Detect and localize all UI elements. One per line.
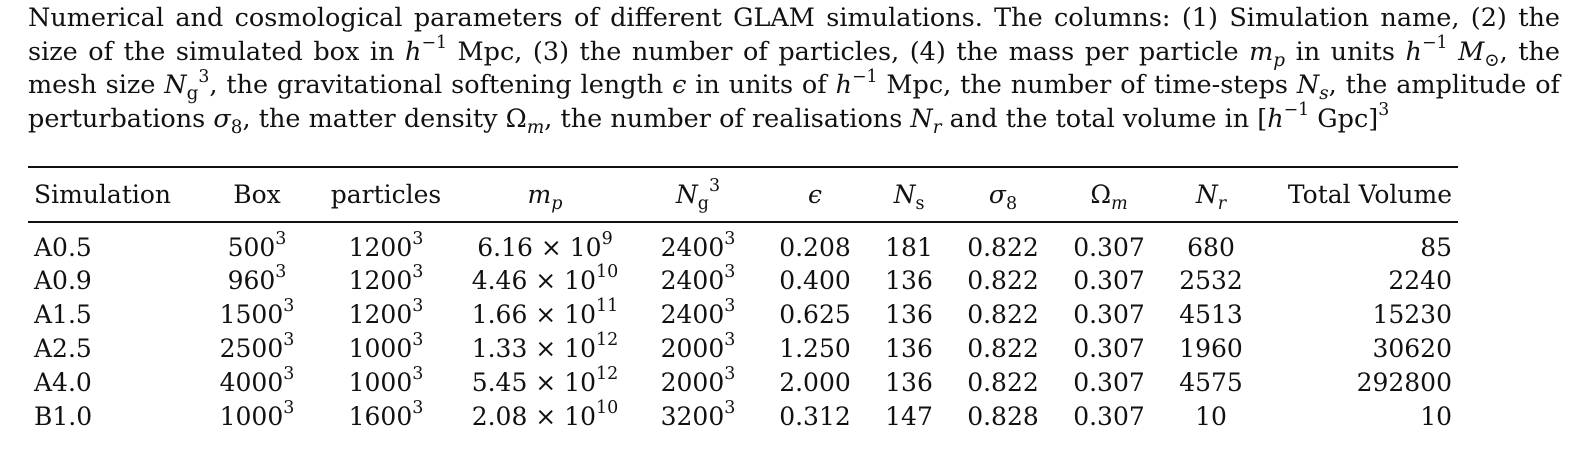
- cell-ns: 181: [885, 232, 933, 262]
- cell-total-volume: 30620: [1372, 333, 1452, 363]
- cell-epsilon: 1.250: [779, 333, 851, 363]
- header-ng: Ng3: [675, 176, 721, 214]
- header-omega-m: Ωm: [1090, 180, 1128, 214]
- cell-ng: 24003: [660, 228, 736, 262]
- table-top-rule: [28, 166, 1458, 168]
- table-row: A2.5 25003 10003 1.33 × 1012 20003 1.250 136 0.…: [28, 331, 1458, 365]
- cell-epsilon: 0.208: [779, 232, 851, 262]
- cell-ng: 24003: [660, 295, 736, 329]
- header-particles: particles: [330, 180, 442, 209]
- cell-simulation: A2.5: [34, 333, 92, 363]
- cell-mp: 1.33 × 1012: [471, 329, 619, 363]
- cell-ng: 20003: [660, 363, 736, 397]
- cell-particles: 12003: [348, 261, 424, 295]
- cell-ng: 24003: [660, 261, 736, 295]
- cell-mp: 6.16 × 109: [477, 228, 613, 262]
- cell-total-volume: 10: [1420, 401, 1452, 431]
- cell-particles: 10003: [348, 363, 424, 397]
- cell-omega-m: 0.307: [1073, 299, 1145, 329]
- cell-particles: 10003: [348, 329, 424, 363]
- cell-ng: 20003: [660, 329, 736, 363]
- cell-sigma8: 0.822: [967, 299, 1039, 329]
- cell-total-volume: 15230: [1372, 299, 1452, 329]
- cell-nr: 10: [1195, 401, 1227, 431]
- cell-mp: 4.46 × 1010: [471, 261, 619, 295]
- cell-epsilon: 0.400: [779, 265, 851, 295]
- cell-total-volume: 85: [1420, 232, 1452, 262]
- header-ns: Ns: [893, 180, 925, 214]
- table-caption: Numerical and cosmological parameters of…: [28, 3, 1560, 138]
- cell-box: 25003: [219, 329, 295, 363]
- cell-ns: 136: [885, 333, 933, 363]
- table-row: B1.0 10003 16003 2.08 × 1010 32003 0.312 147 0.…: [28, 399, 1458, 433]
- header-mp: mp: [527, 180, 563, 214]
- cell-omega-m: 0.307: [1073, 367, 1145, 397]
- cell-simulation: A1.5: [34, 299, 92, 329]
- cell-ns: 136: [885, 265, 933, 295]
- header-total-volume: Total Volume: [1287, 180, 1452, 209]
- cell-nr: 2532: [1179, 265, 1243, 295]
- header-box: Box: [233, 180, 281, 209]
- cell-sigma8: 0.822: [967, 367, 1039, 397]
- cell-box: 40003: [219, 363, 295, 397]
- cell-box: 5003: [227, 228, 287, 262]
- cell-omega-m: 0.307: [1073, 401, 1145, 431]
- cell-total-volume: 2240: [1388, 265, 1452, 295]
- cell-epsilon: 0.625: [779, 299, 851, 329]
- cell-ns: 136: [885, 367, 933, 397]
- cell-box: 10003: [219, 397, 295, 431]
- cell-particles: 16003: [348, 397, 424, 431]
- cell-epsilon: 2.000: [779, 367, 851, 397]
- cell-nr: 4575: [1179, 367, 1243, 397]
- table-header-row: Simulation Box particles mp Ng3 ϵ Ns σ8 …: [28, 168, 1458, 221]
- table-row: A0.9 9603 12003 4.46 × 1010 24003 0.400 136 0.8…: [28, 263, 1458, 297]
- cell-box: 9603: [227, 261, 287, 295]
- cell-epsilon: 0.312: [779, 401, 851, 431]
- cell-omega-m: 0.307: [1073, 232, 1145, 262]
- cell-nr: 4513: [1179, 299, 1243, 329]
- cell-mp: 5.45 × 1012: [471, 363, 619, 397]
- cell-nr: 1960: [1179, 333, 1243, 363]
- cell-simulation: A4.0: [34, 367, 92, 397]
- cell-box: 15003: [219, 295, 295, 329]
- table-row: A1.5 15003 12003 1.66 × 1011 24003 0.625 136 0.…: [28, 297, 1458, 331]
- cell-simulation: B1.0: [34, 401, 93, 431]
- header-sigma8: σ8: [988, 180, 1018, 214]
- cell-sigma8: 0.828: [967, 401, 1039, 431]
- cell-sigma8: 0.822: [967, 265, 1039, 295]
- cell-particles: 12003: [348, 228, 424, 262]
- cell-nr: 680: [1187, 232, 1235, 262]
- cell-ns: 136: [885, 299, 933, 329]
- cell-simulation: A0.9: [34, 265, 92, 295]
- table-row: A0.5 5003 12003 6.16 × 109 24003 0.208 181 0.82…: [28, 221, 1458, 263]
- cell-sigma8: 0.822: [967, 333, 1039, 363]
- header-nr: Nr: [1195, 180, 1227, 214]
- cell-ns: 147: [885, 401, 933, 431]
- table-row: A4.0 40003 10003 5.45 × 1012 20003 2.000 136 0.…: [28, 365, 1458, 399]
- table-body: A0.5 5003 12003 6.16 × 109 24003 0.208 181 0.82…: [28, 221, 1458, 433]
- cell-mp: 2.08 × 1010: [471, 397, 619, 431]
- cell-ng: 32003: [660, 397, 736, 431]
- header-epsilon: ϵ: [807, 180, 822, 209]
- cell-omega-m: 0.307: [1073, 265, 1145, 295]
- table-header-rule: [28, 221, 1458, 223]
- cell-total-volume: 292800: [1356, 367, 1452, 397]
- cell-omega-m: 0.307: [1073, 333, 1145, 363]
- cell-particles: 12003: [348, 295, 424, 329]
- header-simulation: Simulation: [34, 180, 172, 209]
- simulation-parameters-table: Simulation Box particles mp Ng3 ϵ Ns σ8 …: [28, 168, 1458, 433]
- cell-sigma8: 0.822: [967, 232, 1039, 262]
- cell-mp: 1.66 × 1011: [471, 295, 619, 329]
- cell-simulation: A0.5: [34, 232, 92, 262]
